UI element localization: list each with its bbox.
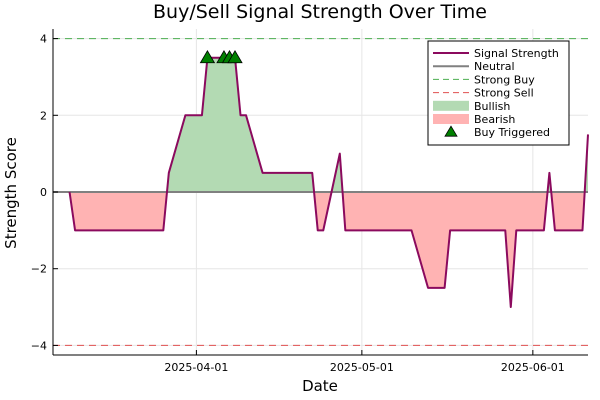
legend-bearish-swatch [433, 114, 469, 124]
legend-strong-buy-label: Strong Buy [474, 73, 535, 86]
bearish-area [69, 192, 589, 308]
buy-triggered-marker-3 [227, 49, 243, 64]
signal-strength-line [68, 56, 589, 309]
y-tick-label-1: −2 [31, 263, 47, 276]
bullish-area [69, 57, 589, 192]
legend-buy-triggered-swatch [444, 125, 458, 137]
legend-bullish-label: Bullish [474, 100, 510, 113]
legend-bearish-label: Bearish [474, 113, 515, 126]
legend-neutral-label: Neutral [474, 60, 515, 73]
legend-buy-triggered-label: Buy Triggered [474, 126, 550, 139]
x-axis-label: Date [302, 377, 338, 395]
chart-title: Buy/Sell Signal Strength Over Time [153, 1, 487, 23]
legend-strong-sell-label: Strong Sell [474, 87, 534, 100]
y-tick-label-3: 2 [40, 109, 47, 122]
legend-signal-label: Signal Strength [474, 47, 559, 60]
x-tick-label-1: 2025-05-01 [330, 361, 394, 374]
y-axis-label: Strength Score [2, 137, 20, 249]
y-tick-label-4: 4 [40, 33, 47, 46]
x-tick-label-0: 2025-04-01 [164, 361, 228, 374]
y-tick-label-0: −4 [31, 339, 47, 352]
x-tick-label-2: 2025-06-01 [501, 361, 565, 374]
legend-bullish-swatch [433, 100, 469, 111]
buy-triggered-marker-0 [199, 49, 216, 64]
y-tick-label-2: 0 [40, 186, 47, 199]
